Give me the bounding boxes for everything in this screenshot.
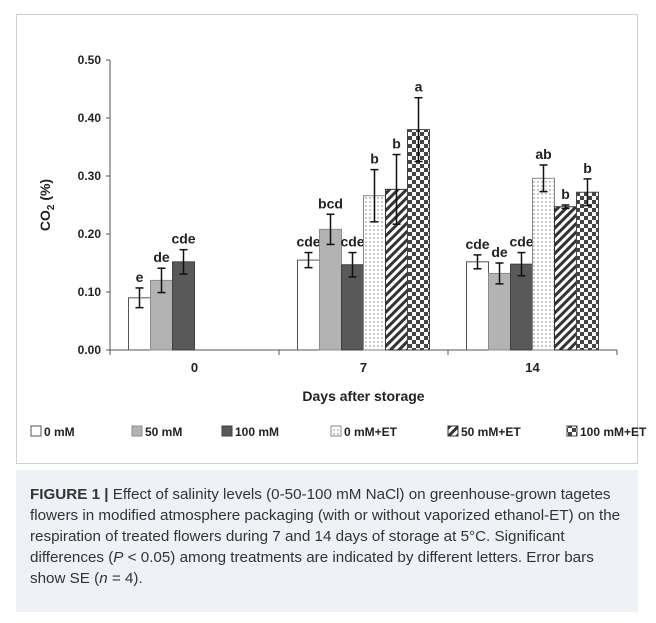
caption-label: FIGURE 1 |: [30, 486, 109, 503]
significance-letter: b: [561, 186, 570, 202]
significance-letter: b: [583, 160, 592, 176]
bar: [298, 260, 320, 350]
legend-label: 50 mM+ET: [461, 425, 521, 439]
x-tick-label: 0: [191, 360, 198, 375]
y-tick-label: 0.10: [78, 285, 102, 299]
legend-label: 100 mM+ET: [580, 425, 647, 439]
bar: [173, 262, 195, 350]
bar: [511, 264, 533, 350]
significance-letter: ab: [535, 146, 551, 162]
significance-letter: cde: [171, 231, 195, 247]
bar: [467, 262, 489, 350]
legend-swatch: [222, 426, 232, 436]
bar: [320, 229, 342, 350]
y-axis-title: CO2 (%): [37, 179, 57, 231]
x-tick-label: 14: [525, 360, 540, 375]
legend-swatch: [567, 426, 577, 436]
y-tick-label: 0.30: [78, 169, 102, 183]
legend-swatch: [331, 426, 341, 436]
bar: [533, 178, 555, 350]
x-axis-title: Days after storage: [302, 388, 424, 404]
significance-letter: cde: [509, 234, 533, 250]
significance-letter: bcd: [318, 195, 343, 211]
significance-letter: b: [370, 151, 379, 167]
y-tick-label: 0.40: [78, 111, 102, 125]
significance-letter: a: [415, 79, 423, 95]
y-tick-label: 0.20: [78, 227, 102, 241]
significance-letter: de: [491, 244, 508, 260]
significance-letter: b: [392, 136, 401, 152]
bar: [489, 273, 511, 350]
caption-text-3: = 4).: [108, 570, 143, 587]
significance-letter: cde: [296, 234, 320, 250]
figure-caption: FIGURE 1 | Effect of salinity levels (0-…: [16, 470, 638, 612]
bar-chart: 0.00 0.10 0.20 0.30 0.40 0.50 0 7 14 Days after s…: [0, 0, 656, 470]
legend-swatch: [132, 426, 142, 436]
significance-letter: de: [153, 249, 170, 265]
significance-letter: cde: [340, 234, 364, 250]
caption-n-symbol: n: [99, 570, 107, 587]
x-tick-label: 7: [360, 360, 367, 375]
significance-letter: cde: [465, 236, 489, 252]
bar: [555, 207, 577, 350]
significance-letter: e: [136, 269, 144, 285]
y-tick-label: 0.50: [78, 53, 102, 67]
legend-label: 50 mM: [145, 425, 182, 439]
legend-label: 0 mM: [44, 425, 75, 439]
legend-label: 100 mM: [235, 425, 279, 439]
caption-p-symbol: P: [113, 549, 123, 566]
y-tick-label: 0.00: [78, 343, 102, 357]
legend-swatch: [31, 426, 41, 436]
legend-label: 0 mM+ET: [344, 425, 398, 439]
legend-swatch: [448, 426, 458, 436]
bar: [408, 130, 430, 350]
bar: [577, 192, 599, 350]
